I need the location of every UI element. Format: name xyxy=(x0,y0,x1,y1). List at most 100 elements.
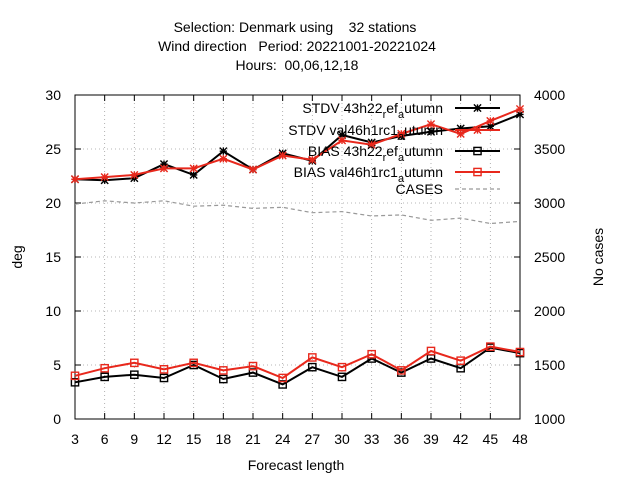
legend-label-part: utumn xyxy=(404,164,443,180)
y-tick-label: 5 xyxy=(53,357,61,373)
legend-item: STDV val46h1rc1autumn xyxy=(288,122,500,143)
y2-tick-label: 2500 xyxy=(534,249,565,265)
x-tick-label: 6 xyxy=(101,431,109,447)
legend-item: STDV 43h22refautumn xyxy=(302,100,500,121)
series-2 xyxy=(70,343,525,389)
x-tick-label: 12 xyxy=(156,431,172,447)
data-point xyxy=(456,356,465,365)
series-3 xyxy=(70,342,525,383)
legend-label-part: a xyxy=(398,109,405,121)
data-point xyxy=(515,110,525,119)
data-point xyxy=(515,104,525,114)
y-tick-label: 15 xyxy=(45,249,61,265)
y-tick-label: 25 xyxy=(45,141,61,157)
x-tick-label: 15 xyxy=(186,431,202,447)
plot-frame xyxy=(74,94,521,420)
data-point xyxy=(486,122,495,131)
series-line xyxy=(74,108,521,181)
plot-area xyxy=(70,104,525,389)
y2-tick-label: 3000 xyxy=(534,195,565,211)
legend-label-part: utumn xyxy=(404,122,443,138)
legend-label-part: r xyxy=(383,152,387,164)
data-point xyxy=(515,347,525,357)
x-tick-label: 45 xyxy=(483,431,499,447)
legend-label-part: a xyxy=(398,131,405,143)
data-point xyxy=(219,366,228,375)
series-line xyxy=(74,346,521,386)
legend-label: BIAS val46h1rc1autumn xyxy=(294,164,443,185)
series-1 xyxy=(70,104,525,184)
data-point xyxy=(367,140,376,149)
legend-marker xyxy=(473,167,482,177)
legend-marker xyxy=(473,125,482,135)
data-point xyxy=(159,373,169,383)
legend-marker xyxy=(473,103,482,113)
y-axis-label: deg xyxy=(9,245,25,268)
data-point xyxy=(219,374,228,384)
title-line-3: Hours: 00,06,12,18 xyxy=(236,57,359,73)
data-point xyxy=(219,147,228,156)
data-point xyxy=(100,372,109,382)
data-point xyxy=(426,346,436,356)
series-4 xyxy=(74,200,521,225)
data-point xyxy=(426,127,436,136)
data-point xyxy=(308,353,317,362)
x-tick-label: 30 xyxy=(334,431,350,447)
data-point xyxy=(456,129,465,138)
data-point xyxy=(189,164,198,173)
data-point xyxy=(159,164,169,173)
y-tick-label: 0 xyxy=(53,411,61,427)
data-point xyxy=(486,116,495,126)
data-point xyxy=(367,349,376,359)
data-point xyxy=(337,362,347,372)
y2-axis-label: No cases xyxy=(590,228,606,286)
title-line-1: Selection: Denmark using 32 stations xyxy=(174,19,417,35)
legend-label: BIAS 43h22refautumn xyxy=(308,143,443,164)
y2-tick-label: 1000 xyxy=(534,411,565,427)
legend-label-part: utumn xyxy=(404,100,443,116)
legend-label-part: a xyxy=(398,173,405,185)
series-line xyxy=(74,200,521,225)
data-point xyxy=(248,361,258,371)
data-point xyxy=(337,372,347,382)
data-point xyxy=(337,130,347,140)
legend-label: STDV 43h22refautumn xyxy=(302,100,443,121)
x-tick-label: 39 xyxy=(423,431,439,447)
legend-label-part: STDV 43h22 xyxy=(302,100,382,116)
x-tick-label: 24 xyxy=(275,431,291,447)
legend-label-part: utumn xyxy=(404,143,443,159)
x-tick-label: 48 xyxy=(512,431,528,447)
y-tick-label: 30 xyxy=(45,87,61,103)
data-point xyxy=(486,342,495,351)
x-tick-label: 3 xyxy=(71,431,79,447)
legend-label-part: a xyxy=(398,152,405,164)
y2-tick-label: 3500 xyxy=(534,141,565,157)
y2-tick-label: 4000 xyxy=(534,87,565,103)
y2-tick-label: 2000 xyxy=(534,303,565,319)
data-point xyxy=(189,358,198,368)
data-point xyxy=(308,362,317,372)
data-point xyxy=(308,155,317,164)
x-tick-label: 42 xyxy=(453,431,469,447)
legend-label-part: r xyxy=(383,109,387,121)
data-point xyxy=(278,151,287,160)
data-point xyxy=(70,371,80,381)
legend-label-part: BIAS 43h22 xyxy=(308,143,383,159)
legend-label: STDV val46h1rc1autumn xyxy=(288,122,443,143)
data-point xyxy=(397,366,406,375)
y-tick-label: 20 xyxy=(45,195,61,211)
legend-label-part: ef xyxy=(386,143,398,159)
data-point xyxy=(278,380,287,389)
data-point xyxy=(248,165,258,174)
legend-item: CASES xyxy=(396,181,500,197)
x-tick-label: 21 xyxy=(245,431,261,447)
data-point xyxy=(189,170,198,180)
data-point xyxy=(100,363,109,373)
data-point xyxy=(397,129,406,138)
legend-marker xyxy=(473,146,482,156)
data-point xyxy=(130,358,139,368)
legend-label-part: BIAS val46h1rc1 xyxy=(294,164,398,180)
data-point xyxy=(219,154,228,163)
